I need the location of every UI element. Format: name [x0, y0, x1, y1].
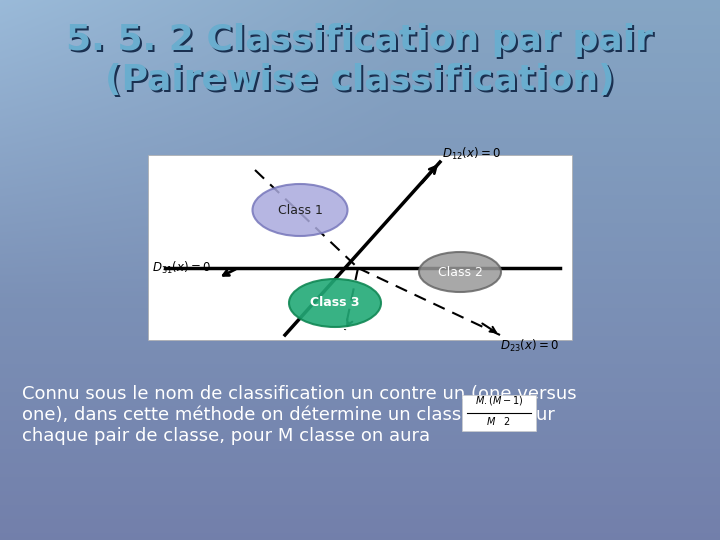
Bar — [148, 155, 572, 340]
FancyBboxPatch shape — [462, 395, 536, 431]
Text: $M\ \ \ 2$: $M\ \ \ 2$ — [487, 415, 512, 427]
Text: Connu sous le nom de classification un contre un (one versus
one), dans cette mé: Connu sous le nom de classification un c… — [22, 385, 577, 445]
Text: Class 2: Class 2 — [438, 266, 482, 279]
Text: 5. 5. 2 Classification par pair
(Pairewise classification): 5. 5. 2 Classification par pair (Pairewi… — [66, 23, 654, 97]
Text: $D_{23}(x) = 0$: $D_{23}(x) = 0$ — [500, 338, 559, 354]
Text: $D_{31}(x) = 0$: $D_{31}(x) = 0$ — [152, 260, 211, 276]
Ellipse shape — [289, 279, 381, 327]
Ellipse shape — [253, 184, 348, 236]
Text: Class 1: Class 1 — [278, 204, 323, 217]
Text: $M.(M-1)$: $M.(M-1)$ — [474, 394, 523, 407]
Text: $D_{12}(x) = 0$: $D_{12}(x) = 0$ — [442, 146, 501, 162]
Text: 5. 5. 2 Classification par pair
(Pairewise classification): 5. 5. 2 Classification par pair (Pairewi… — [68, 25, 655, 99]
Text: Class 3: Class 3 — [310, 296, 360, 309]
Ellipse shape — [419, 252, 501, 292]
